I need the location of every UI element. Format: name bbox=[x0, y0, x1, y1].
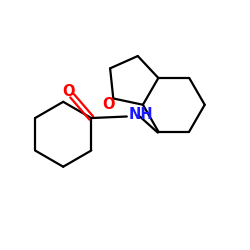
Text: NH: NH bbox=[128, 108, 153, 122]
Text: O: O bbox=[62, 84, 74, 99]
Text: O: O bbox=[102, 96, 115, 112]
